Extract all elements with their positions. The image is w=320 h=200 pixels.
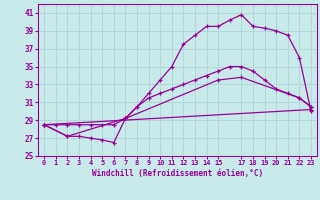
- X-axis label: Windchill (Refroidissement éolien,°C): Windchill (Refroidissement éolien,°C): [92, 169, 263, 178]
